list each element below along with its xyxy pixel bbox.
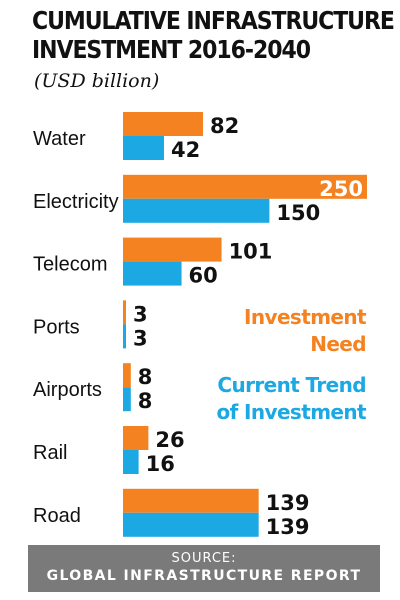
value-label-ports-need: 3: [133, 302, 148, 326]
legend-trend-line-2: of Investment: [216, 400, 366, 424]
value-label-rail-need: 26: [155, 428, 184, 452]
bar-telecom-need: [123, 237, 222, 262]
value-label-airports-need: 8: [138, 365, 153, 389]
value-label-water-need: 82: [210, 114, 239, 138]
bar-ports-trend: [123, 324, 126, 349]
bar-rail-need: [123, 426, 149, 450]
value-label-telecom-trend: 60: [189, 264, 218, 288]
bar-airports-trend: [123, 387, 131, 412]
bar-telecom-trend: [123, 261, 182, 286]
value-label-electricity-trend: 150: [276, 201, 320, 225]
category-label-electricity: Electricity: [33, 191, 119, 213]
bar-electricity-need: [123, 174, 367, 199]
value-label-electricity-need: 250: [319, 177, 363, 201]
chart-title-line-1: CUMULATIVE INFRASTRUCTURE: [32, 6, 395, 35]
category-label-ports: Ports: [33, 316, 80, 338]
legend-trend-line-1: Current Trend: [217, 373, 366, 397]
legend-need-line-1: Investment: [244, 305, 367, 329]
source-footer: SOURCE: GLOBAL INFRASTRUCTURE REPORT: [28, 545, 380, 592]
value-label-airports-trend: 8: [138, 389, 153, 413]
value-label-road-trend: 139: [266, 515, 310, 539]
value-label-ports-trend: 3: [133, 326, 148, 350]
bar-water-trend: [123, 136, 164, 160]
bar-road-trend: [123, 512, 259, 537]
value-label-rail-trend: 16: [146, 452, 175, 476]
bar-electricity-trend: [123, 198, 270, 223]
category-label-telecom: Telecom: [33, 254, 107, 276]
category-label-road: Road: [33, 505, 81, 527]
bar-ports-need: [123, 300, 126, 325]
category-label-water: Water: [33, 128, 86, 150]
value-label-road-need: 139: [266, 491, 310, 515]
bar-airports-need: [123, 363, 131, 388]
value-label-water-trend: 42: [171, 138, 200, 162]
bar-water-need: [123, 112, 204, 136]
source-name: GLOBAL INFRASTRUCTURE REPORT: [46, 568, 362, 584]
chart-title: CUMULATIVE INFRASTRUCTURE INVESTMENT 201…: [32, 6, 395, 64]
category-label-rail: Rail: [33, 442, 67, 464]
legend-need-line-2: Need: [310, 332, 366, 356]
category-label-airports: Airports: [33, 379, 102, 401]
chart-title-line-2: INVESTMENT 2016-2040: [32, 35, 311, 64]
legend-current-trend: Current Trend of Investment: [216, 372, 366, 426]
source-label: SOURCE:: [171, 551, 237, 566]
bar-road-need: [123, 488, 259, 513]
value-label-telecom-need: 101: [229, 240, 273, 264]
legend-investment-need: Investment Need: [244, 304, 367, 358]
chart-subtitle: (USD billion): [34, 70, 160, 92]
bar-rail-trend: [123, 450, 139, 474]
